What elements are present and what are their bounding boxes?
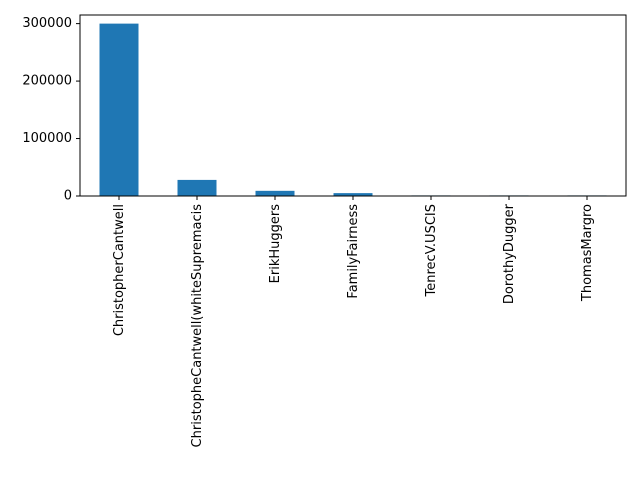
x-tick-label: ThomasMargro bbox=[580, 204, 595, 302]
bar-0 bbox=[99, 23, 139, 196]
x-tick-label: DorothyDugger bbox=[502, 203, 517, 304]
x-tick-label: FamilyFairness bbox=[346, 204, 361, 299]
y-tick-label: 100000 bbox=[22, 131, 72, 146]
x-axis: ChristopherCantwell ChristopheCantwell(wh… bbox=[112, 196, 595, 447]
y-tick-label: 300000 bbox=[22, 16, 72, 31]
bar-3 bbox=[333, 193, 373, 196]
plot-frame bbox=[79, 14, 627, 197]
bars-group bbox=[99, 23, 607, 197]
x-tick-label: TenrecV.USCIS bbox=[424, 204, 439, 297]
x-tick-label: ChristopherCantwell bbox=[112, 204, 127, 336]
bar-2 bbox=[255, 190, 295, 196]
y-tick-label: 200000 bbox=[22, 74, 72, 89]
x-tick-label: ChristopheCantwell(whiteSupremacis bbox=[190, 204, 205, 448]
y-tick-label: 0 bbox=[64, 189, 72, 204]
x-tick-label: ErikHuggers bbox=[268, 204, 283, 284]
bar-1 bbox=[177, 179, 217, 196]
y-axis: 0 100000 200000 300000 bbox=[22, 16, 80, 204]
